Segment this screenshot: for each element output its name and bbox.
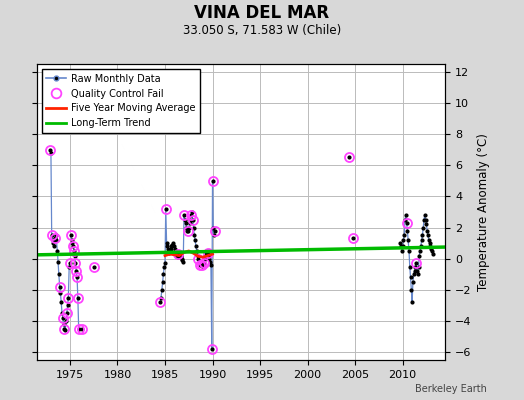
Legend: Raw Monthly Data, Quality Control Fail, Five Year Moving Average, Long-Term Tren: Raw Monthly Data, Quality Control Fail, …: [41, 69, 200, 133]
Text: 33.050 S, 71.583 W (Chile): 33.050 S, 71.583 W (Chile): [183, 24, 341, 37]
Text: Berkeley Earth: Berkeley Earth: [416, 384, 487, 394]
Text: VINA DEL MAR: VINA DEL MAR: [194, 4, 330, 22]
Y-axis label: Temperature Anomaly (°C): Temperature Anomaly (°C): [477, 133, 490, 291]
